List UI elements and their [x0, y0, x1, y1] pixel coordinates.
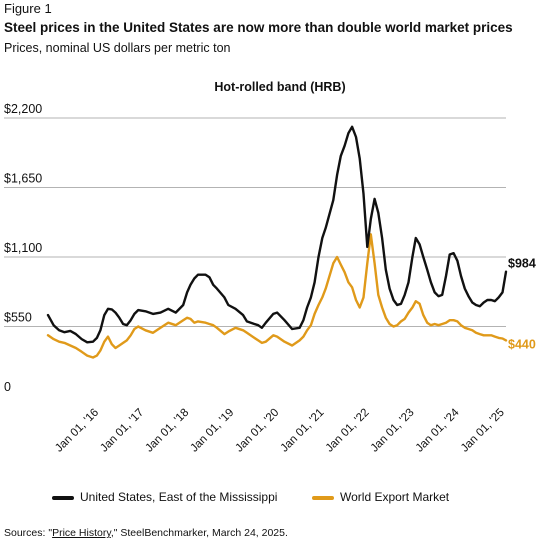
- y-tick-label: 0: [4, 380, 11, 394]
- legend-swatch-us: [52, 495, 74, 500]
- sources-prefix: Sources: ": [4, 527, 53, 539]
- legend-label-us: United States, East of the Mississippi: [80, 490, 278, 504]
- sources-suffix: ," SteelBenchmarker, March 24, 2025.: [110, 527, 288, 539]
- end-labels: $984 $440: [508, 257, 536, 352]
- end-label-world: $440: [508, 337, 536, 351]
- legend-label-world: World Export Market: [340, 490, 450, 504]
- price-history-link[interactable]: Price History: [52, 527, 111, 539]
- x-tick-label: Jan 01, '17: [98, 407, 146, 455]
- y-tick-label: $1,100: [4, 241, 42, 255]
- end-label-us: $984: [508, 257, 536, 271]
- series-lines: [46, 125, 508, 359]
- page-title: Steel prices in the United States are no…: [4, 20, 513, 35]
- page-subtitle: Prices, nominal US dollars per metric to…: [4, 41, 231, 55]
- x-tick-label: Jan 01, '25: [459, 407, 507, 455]
- x-tick-label: Jan 01, '21: [279, 407, 327, 455]
- y-tick-label: $550: [4, 311, 32, 325]
- series-line-world: [46, 233, 508, 359]
- x-tick-label: Jan 01, '20: [233, 407, 281, 455]
- figure-label: Figure 1: [4, 1, 52, 16]
- chart-title: Hot-rolled band (HRB): [214, 80, 345, 94]
- x-tick-label: Jan 01, '18: [143, 407, 191, 455]
- x-tick-label: Jan 01, '16: [53, 407, 101, 455]
- x-tick-label: Jan 01, '23: [369, 407, 417, 455]
- y-tick-label: $1,650: [4, 172, 42, 186]
- legend-item-us: United States, East of the Mississippi: [52, 490, 277, 504]
- y-axis-ticks: 0 $550 $1,100 $1,650 $2,200: [4, 102, 42, 394]
- legend-swatch-world: [312, 495, 334, 500]
- series-line-us: [46, 125, 508, 344]
- gridlines: [4, 117, 506, 327]
- x-tick-label: Jan 01, '19: [188, 407, 236, 455]
- sources-note: Sources: "Price History," SteelBenchmark…: [4, 527, 288, 539]
- legend-item-world: World Export Market: [312, 490, 449, 504]
- y-tick-label: $2,200: [4, 102, 42, 116]
- x-tick-label: Jan 01, '22: [324, 407, 372, 455]
- x-tick-label: Jan 01, '24: [414, 406, 462, 454]
